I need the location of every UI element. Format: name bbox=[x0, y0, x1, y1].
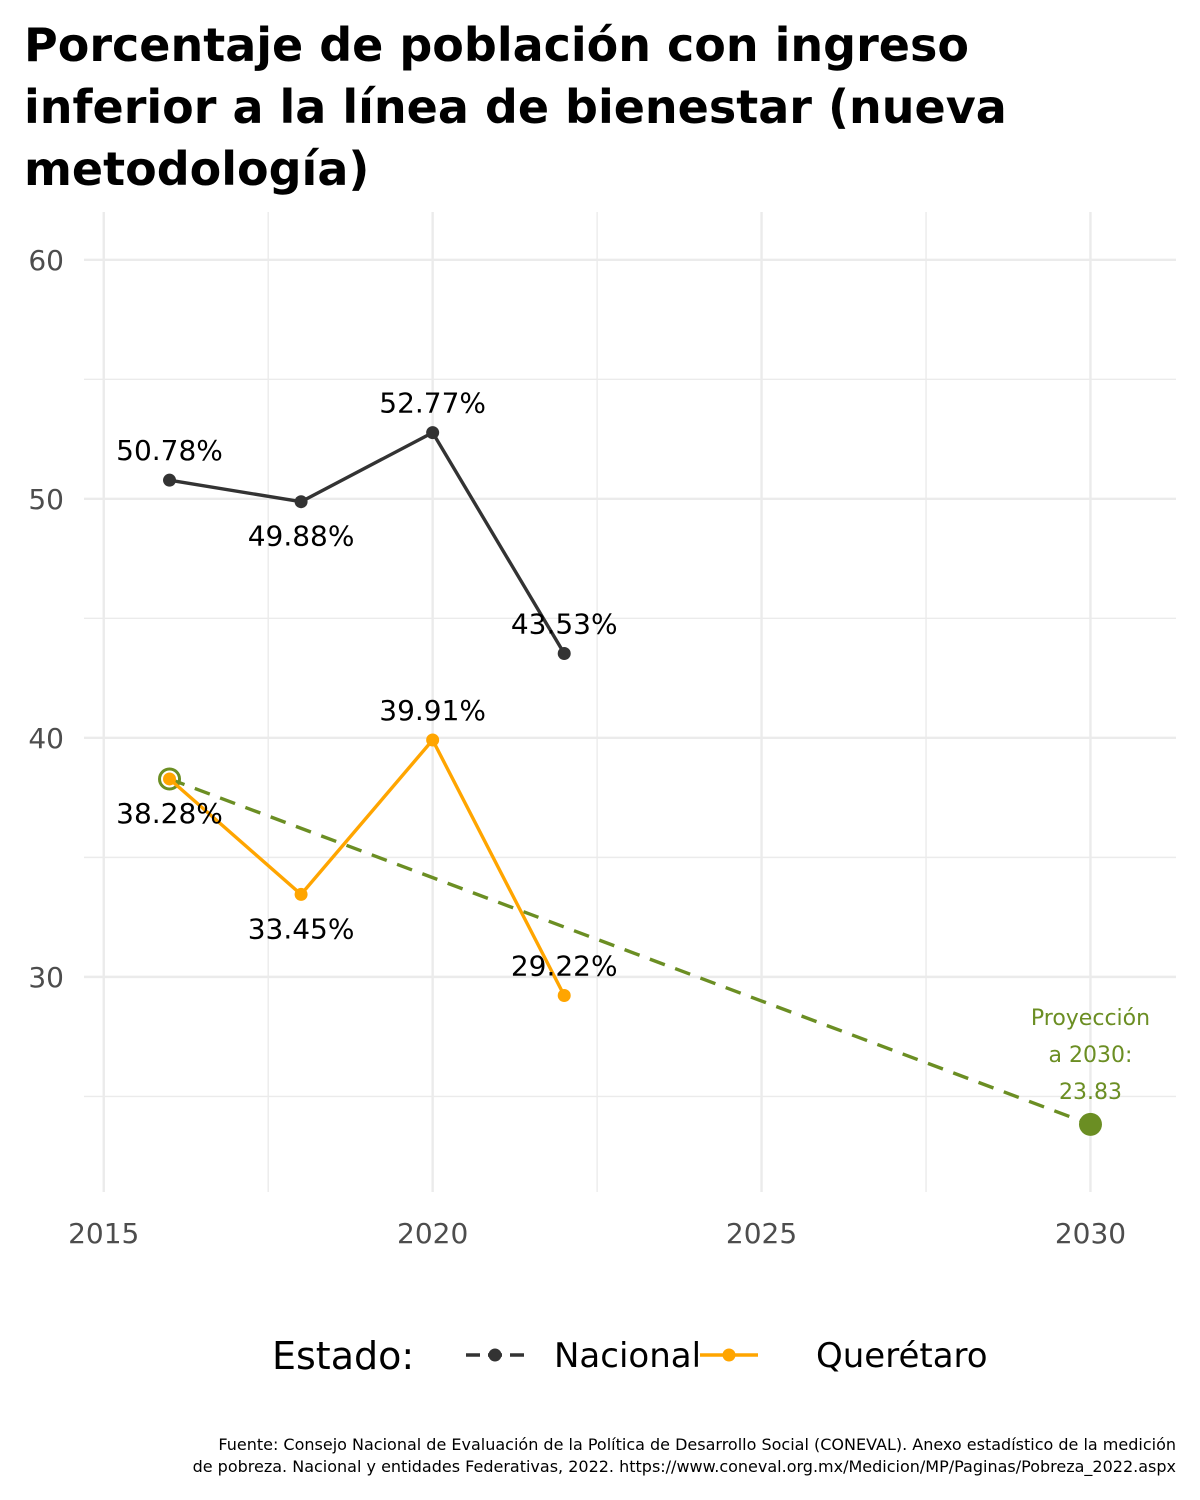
data-point bbox=[294, 887, 308, 901]
source-line-2: de pobreza. Nacional y entidades Federat… bbox=[192, 1457, 1176, 1476]
data-point bbox=[557, 646, 571, 660]
data-point bbox=[163, 473, 177, 487]
data-label: 50.78% bbox=[116, 434, 223, 467]
axis-tick-labels: 2015 2020 2025 2030 30 40 50 60 bbox=[28, 244, 1126, 1250]
data-marks: Proyección a 2030: 23.83 50.78% 49.88% 52.77%… bbox=[116, 387, 1150, 1136]
data-label: 29.22% bbox=[511, 950, 618, 983]
projection-end-point bbox=[1078, 1112, 1102, 1136]
source-line-1: Fuente: Consejo Nacional de Evaluación d… bbox=[218, 1435, 1176, 1454]
y-tick-label: 30 bbox=[28, 961, 64, 994]
x-tick-label: 2030 bbox=[1055, 1217, 1126, 1250]
data-label: 49.88% bbox=[248, 520, 355, 553]
data-point bbox=[426, 426, 440, 440]
series-line-querétaro bbox=[168, 738, 566, 997]
data-point bbox=[557, 989, 571, 1003]
data-label: 38.28% bbox=[116, 797, 223, 830]
grid-lines bbox=[84, 212, 1176, 1192]
data-label: 33.45% bbox=[248, 912, 355, 945]
legend-key-point bbox=[722, 1348, 736, 1362]
y-tick-label: 40 bbox=[28, 722, 64, 755]
projection-annotation-line: 23.83 bbox=[1059, 1080, 1122, 1105]
legend: Estado: Nacional Querétaro bbox=[272, 1334, 988, 1378]
data-label: 39.91% bbox=[379, 694, 486, 727]
x-tick-label: 2020 bbox=[397, 1217, 468, 1250]
legend-key-point bbox=[488, 1348, 502, 1362]
projection-annotation-line: a 2030: bbox=[1049, 1043, 1133, 1068]
data-point bbox=[294, 495, 308, 509]
legend-entry-querétaro: Querétaro bbox=[816, 1336, 988, 1376]
legend-entry-nacional: Nacional bbox=[554, 1336, 701, 1376]
projection-line bbox=[168, 777, 1092, 1126]
y-tick-label: 60 bbox=[28, 244, 64, 277]
y-tick-label: 50 bbox=[28, 483, 64, 516]
chart-title: Porcentaje de población con ingreso infe… bbox=[24, 18, 1007, 196]
legend-title: Estado: bbox=[272, 1334, 414, 1378]
data-label: 52.77% bbox=[379, 387, 486, 420]
data-point bbox=[163, 772, 177, 786]
projection-annotation-line: Proyección bbox=[1031, 1006, 1150, 1031]
x-tick-label: 2025 bbox=[726, 1217, 797, 1250]
source-note: Fuente: Consejo Nacional de Evaluación d… bbox=[6, 1434, 1176, 1478]
data-label: 43.53% bbox=[511, 607, 618, 640]
x-tick-label: 2015 bbox=[68, 1217, 139, 1250]
data-point bbox=[426, 733, 440, 747]
projection-start-ring bbox=[158, 767, 182, 791]
series-line-nacional bbox=[169, 430, 566, 655]
